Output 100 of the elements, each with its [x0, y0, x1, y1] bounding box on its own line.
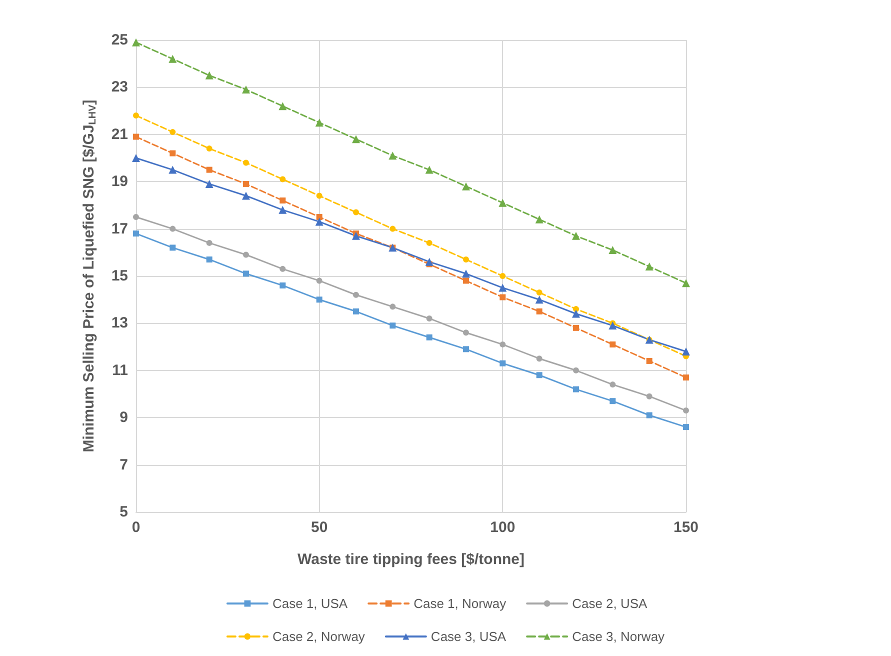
point: [683, 374, 689, 380]
point: [682, 348, 690, 356]
point: [133, 214, 139, 220]
y-tick-label: 11: [112, 362, 128, 379]
point: [168, 166, 177, 174]
point: [170, 226, 176, 232]
point: [243, 270, 249, 277]
point: [206, 256, 212, 262]
y-tick-label: 15: [111, 268, 128, 284]
point: [463, 278, 469, 284]
point: [132, 38, 140, 46]
point: [133, 230, 139, 237]
point: [316, 214, 322, 220]
point: [536, 356, 542, 362]
x-tick-label: 50: [310, 519, 328, 536]
point: [573, 306, 579, 312]
point: [610, 398, 616, 404]
point: [242, 192, 250, 200]
point: [426, 334, 432, 340]
point: [425, 166, 434, 174]
point: [205, 180, 214, 188]
point: [426, 315, 432, 322]
point: [170, 244, 176, 251]
y-tick-label: 9: [120, 409, 128, 426]
point: [390, 304, 396, 310]
point: [573, 324, 579, 331]
legend-label: Case 3, Norway: [572, 629, 666, 644]
point: [205, 71, 214, 80]
point: [426, 240, 432, 246]
point: [243, 160, 249, 166]
legend-label: Case 1, Norway: [414, 596, 507, 611]
x-tick-label: 100: [490, 519, 516, 536]
point: [316, 192, 322, 199]
point: [610, 382, 616, 388]
point: [243, 180, 249, 187]
legend-label: Case 1, USA: [272, 596, 348, 611]
y-tick-label: 13: [111, 314, 128, 332]
point: [646, 358, 652, 364]
legend-label: Case 3, USA: [430, 629, 506, 644]
point: [352, 232, 360, 240]
point: [462, 182, 470, 190]
point: [573, 367, 579, 374]
point: [500, 294, 506, 300]
point: [315, 118, 324, 127]
point: [610, 341, 616, 348]
point: [535, 215, 544, 224]
point: [572, 310, 580, 318]
point: [316, 296, 322, 303]
x-axis-title: Waste tire tipping fees [$/tonne]: [298, 551, 524, 568]
point: [280, 282, 286, 288]
point: [390, 322, 396, 329]
point: [682, 279, 690, 288]
point: [170, 129, 176, 136]
point: [133, 134, 139, 140]
point: [425, 258, 434, 266]
point: [390, 226, 396, 232]
point: [535, 296, 544, 304]
point: [388, 152, 397, 160]
point: [243, 252, 249, 258]
point: [536, 308, 542, 314]
point: [573, 386, 579, 392]
point: [280, 266, 286, 272]
point: [646, 412, 652, 418]
point: [572, 232, 580, 240]
point: [536, 372, 542, 378]
y-tick-label: 25: [111, 32, 128, 48]
point: [536, 290, 542, 296]
point: [206, 166, 212, 173]
y-tick-label: 23: [111, 78, 128, 96]
point: [133, 112, 139, 119]
point: [500, 273, 506, 279]
y-tick-label: 21: [111, 126, 128, 143]
point: [683, 424, 689, 430]
point: [500, 341, 506, 348]
point: [316, 278, 322, 284]
legend-label: Case 2, Norway: [272, 629, 366, 644]
point: [645, 262, 654, 271]
y-tick-label: 5: [120, 504, 128, 520]
point: [463, 346, 469, 352]
point: [463, 256, 469, 262]
point: [170, 150, 176, 156]
y-axis-title: Minimum Selling Price of Liquefied SNG [$/GJLHV]: [80, 100, 98, 452]
legend-label: Case 2, USA: [572, 596, 648, 611]
point: [498, 284, 507, 292]
point: [278, 206, 287, 214]
point: [646, 393, 652, 400]
point: [353, 308, 359, 314]
y-tick-label: 7: [120, 456, 128, 474]
point: [353, 292, 359, 298]
point: [278, 102, 287, 110]
point: [683, 408, 689, 414]
point: [608, 322, 617, 330]
point: [168, 54, 177, 63]
x-tick-label: 150: [673, 519, 699, 536]
x-tick-label: 0: [132, 519, 140, 536]
point: [500, 360, 506, 366]
y-tick-label: 17: [111, 220, 128, 238]
point: [498, 198, 507, 207]
point: [242, 86, 250, 94]
point: [206, 146, 212, 152]
